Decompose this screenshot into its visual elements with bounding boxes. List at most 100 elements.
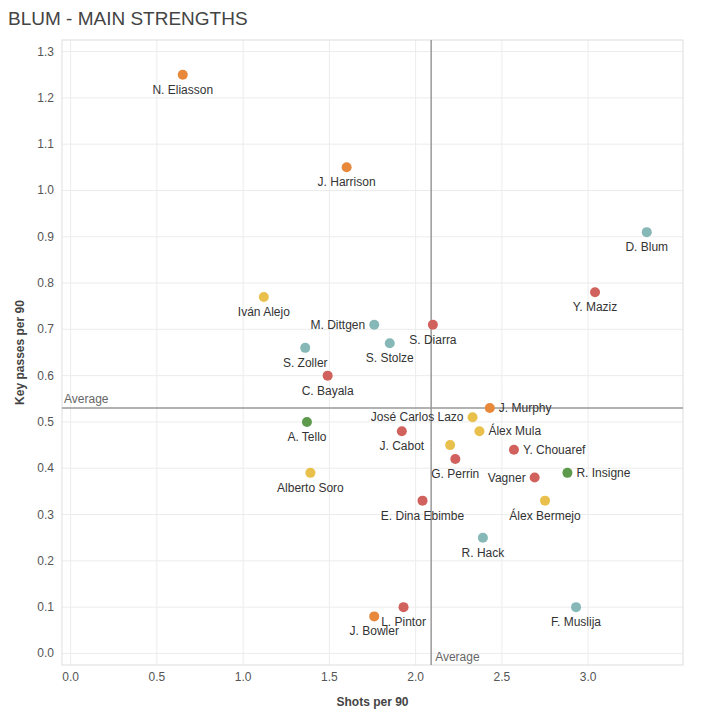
point-labels: N. EliassonJ. HarrisonD. BlumY. MazizIvá… (152, 83, 668, 639)
point (385, 338, 395, 348)
point (478, 533, 488, 543)
y-tick-label: 0.3 (37, 508, 54, 522)
x-tick-label: 0.0 (62, 670, 79, 684)
y-tick-label: 0.4 (37, 461, 54, 475)
plot-frame (62, 40, 683, 665)
point (540, 496, 550, 506)
y-tick-label: 0.1 (37, 600, 54, 614)
x-grid-line (415, 40, 416, 665)
point (323, 371, 333, 381)
point (259, 292, 269, 302)
y-grid-line (62, 514, 683, 515)
x-grid-line (243, 40, 244, 665)
y-tick-label: 1.2 (37, 91, 54, 105)
point-label: Álex Bermejo (509, 508, 581, 523)
point-label: Álex Mula (488, 423, 541, 438)
y-grid-line (62, 190, 683, 191)
y-grid-line (62, 607, 683, 608)
point-label: M. Dittgen (311, 318, 366, 332)
point-label: R. Hack (462, 546, 506, 560)
grid (62, 40, 683, 665)
point (468, 412, 478, 422)
point (418, 496, 428, 506)
point (302, 417, 312, 427)
point-label: S. Stolze (366, 351, 414, 365)
y-grid-line (62, 236, 683, 237)
point (305, 468, 315, 478)
x-tick-label: 1.5 (321, 670, 338, 684)
y-tick-label: 0.9 (37, 230, 54, 244)
y-tick-label: 0.8 (37, 276, 54, 290)
y-grid-line (62, 51, 683, 52)
point (474, 426, 484, 436)
point (178, 70, 188, 80)
plot-area (62, 40, 683, 665)
y-axis-title: Key passes per 90 (13, 300, 27, 405)
y-tick-label: 1.1 (37, 137, 54, 151)
x-tick-label: 2.5 (494, 670, 511, 684)
point-label: Vagner (488, 471, 526, 485)
point (369, 611, 379, 621)
point-label: D. Blum (625, 240, 668, 254)
point-label: Alberto Soro (277, 481, 344, 495)
point-label: N. Eliasson (152, 83, 213, 97)
reference-line (430, 40, 432, 665)
x-tick-label: 0.5 (149, 670, 166, 684)
point-label: S. Diarra (409, 333, 457, 347)
point-label: A. Tello (287, 430, 326, 444)
x-tick-label: 2.0 (407, 670, 424, 684)
y-tick-label: 0.2 (37, 554, 54, 568)
x-tick-label: 3.0 (580, 670, 597, 684)
point-label: S. Zoller (283, 356, 328, 370)
x-grid-line (501, 40, 502, 665)
point-label: R. Insigne (576, 466, 630, 480)
y-tick-label: 1.3 (37, 45, 54, 59)
point (428, 320, 438, 330)
title: BLUM - MAIN STRENGTHS (8, 8, 248, 29)
y-tick-label: 0.5 (37, 415, 54, 429)
point-label: E. Dina Ebimbe (381, 509, 465, 523)
x-tick-label: 1.0 (235, 670, 252, 684)
point-label: G. Perrin (431, 467, 479, 481)
point (342, 162, 352, 172)
chart: BLUM - MAIN STRENGTHS 0.0 0.1 0.2 0.3 0.4 0.5 0… (0, 0, 714, 718)
y-tick-label: 1.0 (37, 183, 54, 197)
y-grid-line (62, 653, 683, 654)
reference-label: Average (435, 650, 480, 664)
y-grid-line (62, 144, 683, 145)
y-tick-label: 0.0 (37, 646, 54, 660)
point-label: C. Bayala (302, 384, 354, 398)
point-label: J. Murphy (499, 401, 552, 415)
x-grid-line (588, 40, 589, 665)
x-grid-line (156, 40, 157, 665)
point (562, 468, 572, 478)
point (445, 440, 455, 450)
y-grid-line (62, 283, 683, 284)
reference-line (62, 407, 683, 409)
reference-label: Average (64, 392, 109, 406)
point (509, 445, 519, 455)
point (590, 287, 600, 297)
y-grid-line (62, 560, 683, 561)
point (369, 320, 379, 330)
point-label: J. Cabot (379, 439, 424, 453)
point-label: José Carlos Lazo (371, 410, 464, 424)
point (399, 602, 409, 612)
point (300, 343, 310, 353)
x-grid-line (70, 40, 71, 665)
y-tick-label: 0.6 (37, 369, 54, 383)
y-tick-label: 0.7 (37, 322, 54, 336)
point-label: Y. Chouaref (523, 443, 586, 457)
y-grid-line (62, 97, 683, 98)
point (397, 426, 407, 436)
point-label: F. Muslija (551, 615, 601, 629)
point (450, 454, 460, 464)
x-grid-line (329, 40, 330, 665)
point (485, 403, 495, 413)
x-axis-title: Shots per 90 (336, 695, 408, 709)
point-label: Y. Maziz (573, 300, 617, 314)
point (530, 473, 540, 483)
point (642, 227, 652, 237)
point-label: J. Harrison (318, 175, 376, 189)
point-label: L. Pintor (381, 615, 426, 629)
